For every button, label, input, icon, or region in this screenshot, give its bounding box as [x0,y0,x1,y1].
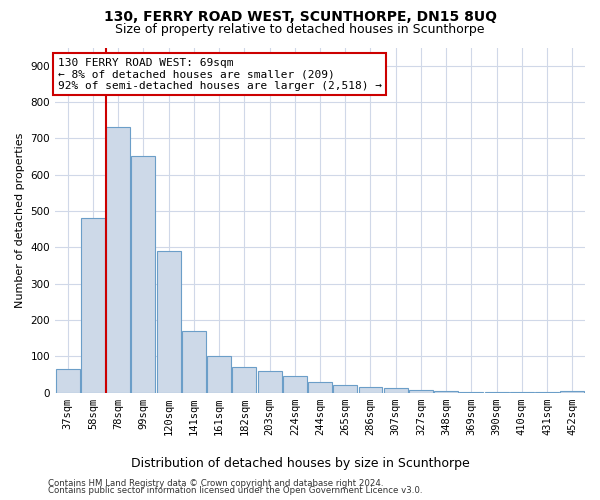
Bar [131,156,155,392]
Bar [257,371,281,392]
Bar [333,386,357,392]
Text: Distribution of detached houses by size in Scunthorpe: Distribution of detached houses by size … [131,457,469,470]
Bar [434,391,458,392]
Bar [283,376,307,392]
Text: Contains HM Land Registry data © Crown copyright and database right 2024.: Contains HM Land Registry data © Crown c… [48,478,383,488]
Bar [359,387,382,392]
Y-axis label: Number of detached properties: Number of detached properties [15,132,25,308]
Bar [207,356,231,392]
Bar [56,369,80,392]
Bar [157,251,181,392]
Bar [106,128,130,392]
Bar [409,390,433,392]
Text: 130 FERRY ROAD WEST: 69sqm
← 8% of detached houses are smaller (209)
92% of semi: 130 FERRY ROAD WEST: 69sqm ← 8% of detac… [58,58,382,91]
Bar [182,331,206,392]
Bar [560,391,584,392]
Bar [81,218,105,392]
Text: 130, FERRY ROAD WEST, SCUNTHORPE, DN15 8UQ: 130, FERRY ROAD WEST, SCUNTHORPE, DN15 8… [104,10,497,24]
Bar [384,388,408,392]
Bar [308,382,332,392]
Text: Size of property relative to detached houses in Scunthorpe: Size of property relative to detached ho… [115,22,485,36]
Bar [232,367,256,392]
Text: Contains public sector information licensed under the Open Government Licence v3: Contains public sector information licen… [48,486,422,495]
